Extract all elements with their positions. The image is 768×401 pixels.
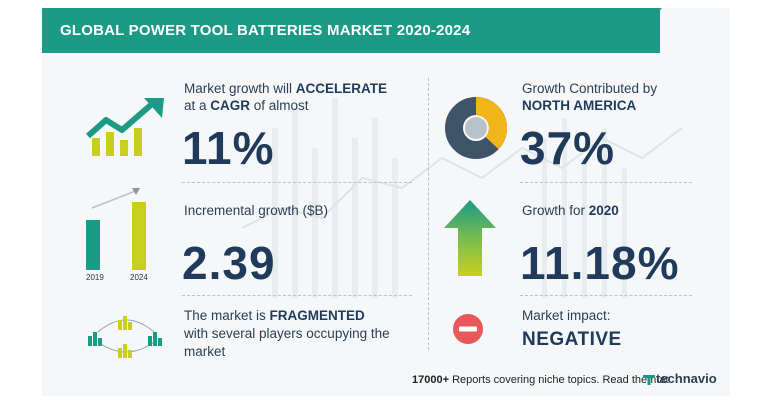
- fragmented-line-1: The market is FRAGMENTED: [184, 308, 365, 323]
- incremental-value: 2.39: [182, 237, 276, 289]
- incremental-label: Incremental growth ($B): [184, 203, 329, 218]
- fragmented-line-2: with several players occupying the: [184, 326, 390, 341]
- growth-arrow-icon: [444, 200, 496, 276]
- page-title: GLOBAL POWER TOOL BATTERIES MARKET 2020-…: [60, 22, 471, 39]
- cagr-value: 11%: [182, 122, 275, 174]
- fragmented-line-3: market: [184, 344, 226, 359]
- region-line-1: Growth Contributed by: [522, 81, 658, 96]
- yoy-value: 11.18%: [520, 237, 680, 289]
- row-divider-right-2: [520, 295, 692, 296]
- background-photo: [241, 98, 683, 298]
- row-divider-left-2: [182, 295, 412, 296]
- row-divider-right-1: [520, 182, 692, 183]
- row-divider-left-1: [182, 182, 412, 183]
- players-network-icon: [88, 316, 162, 358]
- column-divider: [428, 78, 429, 350]
- growth-chart-icon: [86, 98, 164, 156]
- growth-line-2: at a CAGR of almost: [184, 98, 309, 113]
- year-label-end: 2024: [130, 273, 148, 282]
- technavio-logo-icon: [643, 375, 655, 385]
- brand-link[interactable]: technavio: [656, 371, 717, 386]
- year-label-start: 2019: [86, 273, 104, 282]
- impact-value: NEGATIVE: [522, 329, 622, 350]
- incremental-bar-icon: [86, 188, 146, 270]
- title-banner: [42, 8, 660, 53]
- minus-circle-icon: [453, 314, 483, 344]
- region-share-value: 37%: [520, 122, 616, 174]
- title-banner-tail: [620, 8, 662, 53]
- region-name: NORTH AMERICA: [522, 98, 637, 113]
- impact-label: Market impact:: [522, 308, 611, 323]
- region-donut-icon: [445, 97, 507, 159]
- infographic-card: [42, 8, 730, 396]
- footer-text: 17000+ Reports covering niche topics. Re…: [412, 374, 669, 386]
- growth-line-1: Market growth will ACCELERATE: [184, 81, 388, 96]
- yoy-label: Growth for 2020: [522, 203, 619, 218]
